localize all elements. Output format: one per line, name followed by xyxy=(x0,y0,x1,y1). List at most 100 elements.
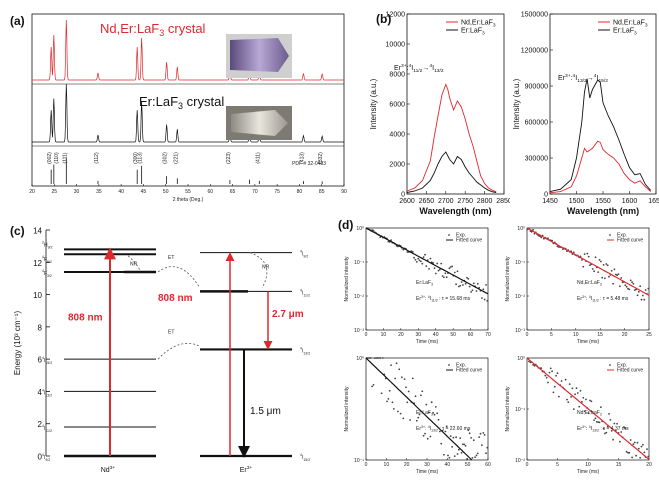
y-tick-label: 10⁻² xyxy=(515,458,525,464)
y-tick-label: 6000 xyxy=(389,102,405,109)
hkl-label: (413) xyxy=(299,152,305,164)
exp-point xyxy=(646,448,648,451)
exp-point xyxy=(407,390,410,393)
exp-point xyxy=(482,288,485,291)
exp-point xyxy=(575,387,578,390)
y-tick-label: 12000 xyxy=(386,12,406,19)
series-line xyxy=(549,140,652,194)
exp-point xyxy=(585,398,587,401)
exp-point xyxy=(472,439,475,442)
exp-point xyxy=(602,264,605,266)
plot-frame xyxy=(526,227,650,331)
exp-point xyxy=(369,357,372,359)
y-tick-label: 6 xyxy=(38,356,43,365)
exp-point xyxy=(640,445,643,448)
exp-point xyxy=(597,271,600,273)
y-tick-label: 4 xyxy=(38,388,43,397)
y-tick-label: 8 xyxy=(38,323,43,332)
exp-point xyxy=(390,364,392,366)
trace-er-laf3 xyxy=(32,83,344,143)
exp-point xyxy=(601,276,604,279)
exp-point xyxy=(429,257,432,260)
y-tick-label: 10⁰ xyxy=(356,226,364,232)
exp-point xyxy=(449,435,452,437)
transition-label: Er3+:4I11/2→4I13/2 xyxy=(394,63,444,74)
exp-point xyxy=(639,456,642,459)
exp-point xyxy=(594,417,597,420)
exp-point xyxy=(558,395,560,398)
exp-point xyxy=(402,248,405,251)
y-tick-label: 10⁰ xyxy=(517,356,525,362)
exp-point xyxy=(482,432,485,434)
exp-point xyxy=(598,259,601,261)
exp-point xyxy=(625,285,628,288)
ion-label-nd: Nd3+ xyxy=(101,465,116,474)
exp-point xyxy=(424,432,426,435)
exp-point xyxy=(483,298,486,301)
exp-point xyxy=(468,285,471,288)
exp-point xyxy=(462,284,464,286)
exp-point xyxy=(591,268,594,270)
x-tick-label: 30 xyxy=(416,332,422,338)
nd-level-label: 4I9/2 xyxy=(42,453,50,462)
exp-point xyxy=(635,454,637,457)
lifetime-label: Er3+: 4I13/2 : τ = 22.60 ms xyxy=(416,425,471,433)
exp-point xyxy=(456,270,459,273)
x-tick-label: 10 xyxy=(384,462,390,468)
exp-point xyxy=(566,398,568,401)
exp-point xyxy=(581,400,583,403)
panel-label-a: (a) xyxy=(10,14,25,28)
x-tick-label: 1650 xyxy=(648,198,659,205)
label-et-upper: ET xyxy=(168,255,174,261)
exp-point xyxy=(451,265,453,268)
exp-point xyxy=(564,378,567,381)
exp-point xyxy=(647,455,650,458)
exp-point xyxy=(486,299,489,302)
exp-point xyxy=(437,269,440,272)
x-tick-label: 20 xyxy=(404,462,410,468)
exp-point xyxy=(572,408,575,410)
exp-point xyxy=(589,399,591,402)
et-curve-upper xyxy=(157,266,201,289)
exp-point xyxy=(440,262,443,265)
exp-point xyxy=(610,269,613,272)
exp-point xyxy=(439,430,441,433)
exp-point xyxy=(445,276,448,279)
y-tick-label: 10⁻¹ xyxy=(515,260,525,266)
exp-point xyxy=(581,259,583,261)
exp-point xyxy=(441,275,444,277)
exp-point xyxy=(637,290,640,293)
y-tick-label: 600000 xyxy=(525,120,548,127)
exp-point xyxy=(392,408,395,410)
x-tick-label: 2650 xyxy=(419,198,435,205)
exp-point xyxy=(470,291,472,293)
exp-point xyxy=(604,432,606,435)
x-tick-label: 75 xyxy=(274,189,280,195)
exp-point xyxy=(445,425,448,428)
exp-point xyxy=(460,281,463,283)
y-tick-label: 10⁻³ xyxy=(515,328,525,334)
x-tick-label: 65 xyxy=(230,189,236,195)
crystal-nd-er xyxy=(230,38,289,72)
hkl-label: (002) xyxy=(47,152,53,164)
exp-point xyxy=(371,385,373,388)
label-2700nm: 2.7 μm xyxy=(272,309,304,320)
legend-exp-marker xyxy=(609,364,611,366)
exp-point xyxy=(567,401,570,403)
nd-level-label: 4I15/2 xyxy=(42,356,52,365)
exp-point xyxy=(647,287,650,290)
exp-point xyxy=(418,259,421,262)
exp-point xyxy=(397,410,399,413)
exp-point xyxy=(595,421,598,423)
y-tick-label: 0 xyxy=(544,192,548,199)
exp-point xyxy=(467,429,470,432)
exp-point xyxy=(629,439,632,441)
panel-label-d: (d) xyxy=(338,218,354,232)
hkl-label: (223) xyxy=(226,152,232,164)
exp-point xyxy=(616,274,618,277)
exp-point xyxy=(403,378,406,380)
exp-point xyxy=(411,251,414,253)
er-level-label: 4I15/2 xyxy=(300,453,310,462)
sample-label: Nd,Er:LaF3 xyxy=(577,280,602,287)
